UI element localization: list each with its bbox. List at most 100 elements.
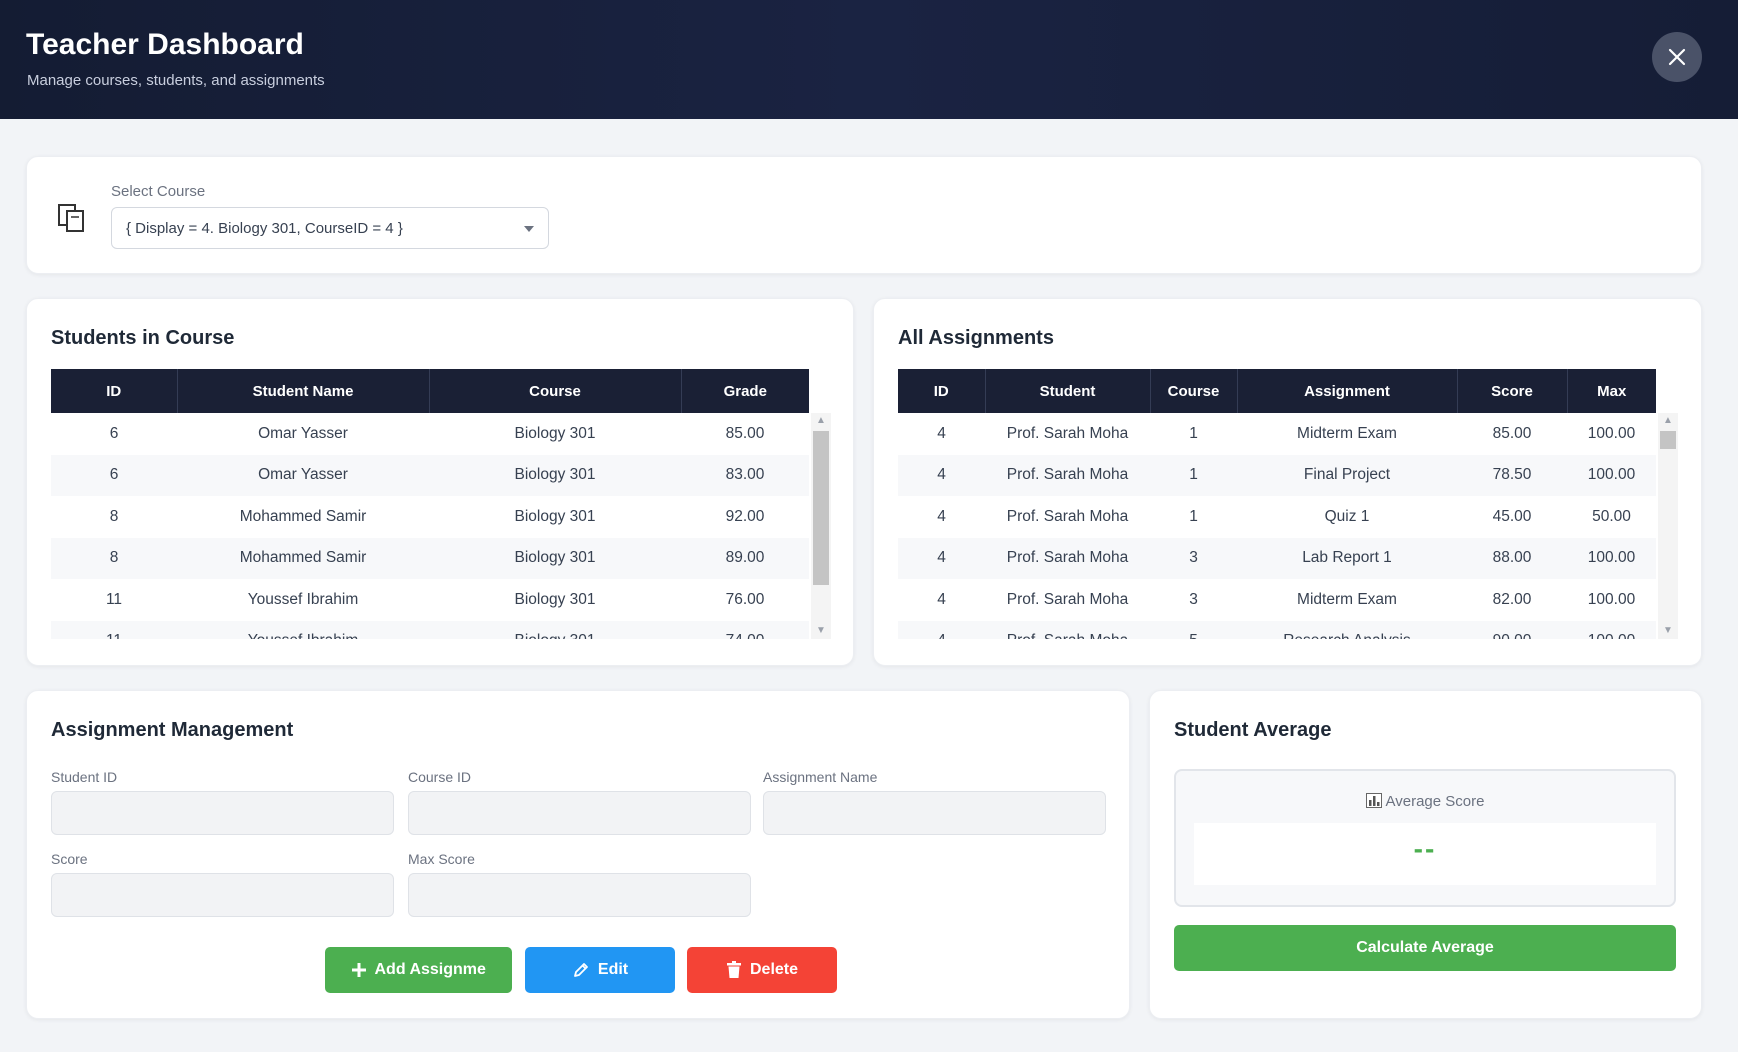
scroll-down-icon[interactable]: ▼ xyxy=(1663,625,1673,636)
student-id-field[interactable] xyxy=(51,791,394,835)
table-row[interactable]: 4 Prof. Sarah Moha 1 Quiz 1 45.00 50.00 xyxy=(898,496,1656,538)
assignment-name-field[interactable] xyxy=(763,791,1106,835)
table-cell: 1 xyxy=(1150,454,1237,496)
app-header: Teacher Dashboard Manage courses, studen… xyxy=(0,0,1738,119)
table-cell: Prof. Sarah Moha xyxy=(1006,424,1129,442)
column-header[interactable]: ID xyxy=(51,369,178,413)
column-header[interactable]: Score xyxy=(1457,369,1568,413)
table-row[interactable]: 4 Prof. Sarah Moha 1 Midterm Exam 85.00 100.0… xyxy=(898,413,1656,455)
column-header[interactable]: Grade xyxy=(681,369,809,413)
table-cell: 100.00 xyxy=(1587,590,1636,608)
max-score-field[interactable] xyxy=(408,873,751,917)
table-cell: 74.00 xyxy=(681,620,809,639)
assignment-management-title: Assignment Management xyxy=(51,719,294,741)
column-header[interactable]: Course xyxy=(429,369,682,413)
table-cell: Biology 301 xyxy=(514,507,596,525)
student-average-card: Student Average Average Score -- Calcula… xyxy=(1149,690,1702,1019)
column-header[interactable]: Student xyxy=(985,369,1151,413)
column-header[interactable]: Max xyxy=(1567,369,1656,413)
column-header[interactable]: Course xyxy=(1150,369,1238,413)
table-cell: Biology 301 xyxy=(429,454,681,496)
average-value: -- xyxy=(1413,833,1437,864)
students-scrollbar[interactable]: ▲ ▼ xyxy=(811,413,831,639)
score-label: Score xyxy=(51,851,88,867)
copy-icon xyxy=(58,204,84,232)
table-cell: 3 xyxy=(1150,537,1237,579)
table-row[interactable]: 11 Youssef Ibrahim Biology 301 76.00 xyxy=(51,579,809,621)
course-id-label: Course ID xyxy=(408,769,472,785)
table-row[interactable]: 4 Prof. Sarah Moha 3 Lab Report 1 88.00 100.0… xyxy=(898,537,1656,579)
close-button[interactable] xyxy=(1652,32,1702,82)
edit-label: Edit xyxy=(597,961,629,978)
table-cell: Quiz 1 xyxy=(1324,507,1370,525)
table-cell: 76.00 xyxy=(725,590,765,608)
table-cell: Mohammed Samir xyxy=(177,537,429,579)
table-cell: Biology 301 xyxy=(429,537,681,579)
score-field[interactable] xyxy=(51,873,394,917)
table-cell: Prof. Sarah Moha xyxy=(985,537,1150,579)
delete-button[interactable]: Delete xyxy=(687,947,837,993)
select-course-label: Select Course xyxy=(111,183,206,200)
table-row[interactable]: 6 Omar Yasser Biology 301 85.00 xyxy=(51,413,809,455)
students-card: Students in Course ID Student Name Course G… xyxy=(26,298,854,666)
table-row[interactable]: 8 Mohammed Samir Biology 301 92.00 xyxy=(51,496,809,538)
table-cell: Biology 301 xyxy=(514,590,596,608)
assignments-scroll-thumb[interactable] xyxy=(1660,431,1676,449)
table-row[interactable]: 4 Prof. Sarah Moha 1 Final Project 78.50 100.… xyxy=(898,454,1656,496)
students-scroll-thumb[interactable] xyxy=(813,431,829,585)
table-cell: Prof. Sarah Moha xyxy=(985,454,1150,496)
add-assignment-button[interactable]: Add Assignment xyxy=(325,947,512,993)
trash-icon xyxy=(726,961,741,978)
scroll-up-icon[interactable]: ▲ xyxy=(1663,415,1673,426)
plus-icon xyxy=(351,963,366,977)
scroll-up-icon[interactable]: ▲ xyxy=(816,415,826,426)
table-cell: 100.00 xyxy=(1567,620,1656,639)
table-cell: 4 xyxy=(898,537,985,579)
table-row[interactable]: 6 Omar Yasser Biology 301 83.00 xyxy=(51,454,809,496)
table-cell: 4 xyxy=(937,590,946,608)
course-dropdown[interactable]: { Display = 4. Biology 301, CourseID = 4… xyxy=(111,207,549,249)
table-cell: Omar Yasser xyxy=(177,454,429,496)
table-cell: Youssef Ibrahim xyxy=(247,590,359,608)
table-cell: 85.00 xyxy=(1492,424,1532,442)
table-cell: Youssef Ibrahim xyxy=(177,620,429,639)
table-cell: 89.00 xyxy=(681,537,809,579)
assignment-name-label: Assignment Name xyxy=(763,769,878,785)
page-subtitle: Manage courses, students, and assignment… xyxy=(27,72,325,89)
table-cell: Midterm Exam xyxy=(1297,424,1397,442)
add-assignment-label: Add Assignment xyxy=(374,961,487,978)
table-row[interactable]: 8 Mohammed Samir Biology 301 89.00 xyxy=(51,537,809,579)
student-id-label: Student ID xyxy=(51,769,118,785)
calculate-average-button[interactable]: Calculate Average xyxy=(1174,925,1676,971)
bar-chart-icon xyxy=(1365,793,1382,808)
course-id-field[interactable] xyxy=(408,791,751,835)
column-header[interactable]: ID xyxy=(898,369,986,413)
column-header[interactable]: Assignment xyxy=(1237,369,1458,413)
table-cell: Biology 301 xyxy=(514,424,596,442)
table-cell: Final Project xyxy=(1237,454,1457,496)
table-cell: 5 xyxy=(1150,620,1237,639)
table-cell: 90.00 xyxy=(1457,620,1567,639)
assignments-scrollbar[interactable]: ▲ ▼ xyxy=(1658,413,1678,639)
edit-button[interactable]: Edit xyxy=(525,947,675,993)
table-cell: Midterm Exam xyxy=(1297,590,1397,608)
assignments-table: ID Student Course Assignment Score Max 4 Prof.… xyxy=(898,369,1678,639)
table-cell: 6 xyxy=(51,454,177,496)
table-cell: 8 xyxy=(51,537,177,579)
course-select-card: Select Course { Display = 4. Biology 301… xyxy=(26,156,1702,274)
table-cell: 92.00 xyxy=(725,507,765,525)
max-score-label: Max Score xyxy=(408,851,475,867)
average-score-heading: Average Score xyxy=(1176,793,1674,810)
table-cell: 88.00 xyxy=(1457,537,1567,579)
table-cell: Prof. Sarah Moha xyxy=(1006,507,1129,525)
table-cell: 11 xyxy=(105,590,123,608)
students-title: Students in Course xyxy=(51,327,235,349)
table-cell: 100.00 xyxy=(1587,424,1636,442)
table-cell: 83.00 xyxy=(681,454,809,496)
table-row[interactable]: 4 Prof. Sarah Moha 3 Midterm Exam 82.00 100.0… xyxy=(898,579,1656,621)
table-cell: 1 xyxy=(1189,507,1198,525)
scroll-down-icon[interactable]: ▼ xyxy=(816,625,826,636)
column-header[interactable]: Student Name xyxy=(177,369,430,413)
